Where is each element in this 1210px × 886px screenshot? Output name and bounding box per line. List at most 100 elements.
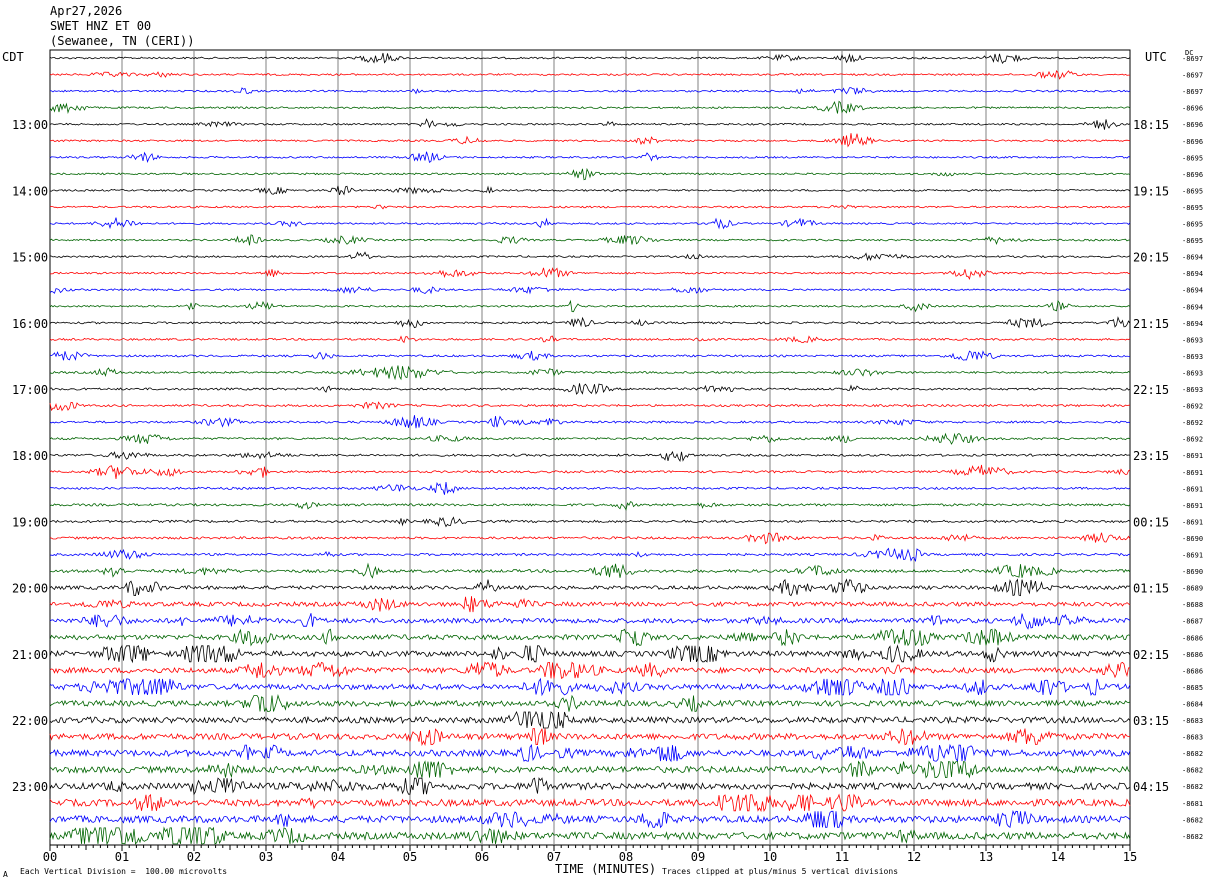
trace-row-4 [49,118,1131,130]
scale-note: Each Vertical Division = 100.00 microvol… [20,867,228,876]
trace-row-39 [49,693,1131,713]
dc-offset-label: -8682 [1182,767,1203,775]
trace-row-9 [49,204,1131,210]
dc-offset-label: -8692 [1182,419,1203,427]
trace-row-41 [49,728,1131,747]
station-label: SWET HNZ ET 00 [50,19,152,33]
cdt-hour-label: 16:00 [12,317,48,331]
trace-row-19 [49,365,1131,381]
dc-offset-label: -8693 [1182,336,1203,344]
x-tick-label: 12 [907,850,921,864]
location-label: (Sewanee, TN (CERI)) [50,34,195,48]
x-tick-label: 15 [1123,850,1137,864]
dc-offset-label: -8690 [1182,568,1203,576]
dc-offset-label: -8689 [1182,585,1203,593]
trace-row-38 [49,677,1131,697]
utc-hour-label: 00:15 [1133,515,1169,529]
plot-header: Apr27,2026 SWET HNZ ET 00 (Sewanee, TN (… [50,4,195,49]
dc-offset-label: -8694 [1182,254,1203,262]
dc-offset-label: -8686 [1182,651,1203,659]
dc-offset-label: -8690 [1182,535,1203,543]
dc-label: DC [1185,49,1194,57]
dc-offset-label: -8685 [1182,684,1203,692]
x-tick-label: 09 [691,850,705,864]
dc-offset-label: -8692 [1182,403,1203,411]
utc-hour-label: 18:15 [1133,118,1169,132]
cdt-hour-label: 22:00 [12,714,48,728]
trace-row-36 [49,644,1131,664]
dc-offset-label: -8697 [1182,72,1203,80]
utc-hour-label: 19:15 [1133,184,1169,198]
trace-row-35 [49,628,1131,647]
trace-row-33 [49,596,1131,613]
dc-offset-label: -8683 [1182,734,1203,742]
trace-row-37 [49,661,1131,680]
trace-row-14 [49,286,1131,295]
dc-offset-label: -8691 [1182,518,1203,526]
dc-offset-label: -8694 [1182,320,1203,328]
trace-row-2 [49,87,1131,95]
trace-row-34 [49,613,1131,630]
dc-offset-label: -8695 [1182,187,1203,195]
dc-offset-label: -8694 [1182,303,1203,311]
trace-row-30 [49,547,1131,562]
dc-offset-label: -8682 [1182,750,1203,758]
x-tick-label: 08 [619,850,633,864]
trace-row-28 [49,516,1131,528]
dc-offset-label: -8693 [1182,386,1203,394]
clip-note: Traces clipped at plus/minus 5 vertical … [662,867,899,876]
footer-mark: A [3,870,8,879]
trace-row-0 [49,52,1131,64]
dc-offset-label: -8687 [1182,618,1203,626]
utc-hour-label: 03:15 [1133,714,1169,728]
dc-offset-label: -8691 [1182,452,1203,460]
trace-row-5 [49,133,1131,148]
trace-row-31 [50,562,1131,579]
trace-row-10 [49,217,1131,230]
cdt-hour-label: 23:00 [12,780,48,794]
x-tick-label: 11 [835,850,849,864]
right-timezone-label: UTC [1145,50,1167,64]
dc-offset-label: -8691 [1182,502,1203,510]
x-tick-label: 02 [187,850,201,864]
trace-row-32 [49,578,1131,597]
x-tick-label: 01 [115,850,129,864]
dc-offset-label: -8681 [1182,800,1203,808]
x-tick-label: 13 [979,850,993,864]
x-tick-label: 06 [475,850,489,864]
dc-offset-label: -8693 [1182,369,1203,377]
utc-hour-label: 01:15 [1133,582,1169,596]
cdt-hour-label: 21:00 [12,648,48,662]
x-tick-label: 03 [259,850,273,864]
trace-row-1 [49,70,1130,80]
trace-row-27 [49,501,1131,511]
cdt-hour-label: 19:00 [12,515,48,529]
x-tick-label: 07 [547,850,561,864]
x-tick-label: 14 [1051,850,1065,864]
utc-hour-label: 23:15 [1133,449,1169,463]
trace-row-20 [49,383,1131,395]
trace-row-21 [49,401,1131,412]
trace-row-8 [49,185,1131,196]
left-timezone-label: CDT [2,50,24,64]
trace-row-29 [49,532,1131,545]
dc-offset-label: -8692 [1182,436,1203,444]
trace-row-45 [49,793,1131,813]
date-label: Apr27,2026 [50,4,123,18]
utc-hour-label: 20:15 [1133,251,1169,265]
trace-row-47 [49,826,1131,846]
x-tick-label: 00 [43,850,57,864]
dc-offset-label: -8686 [1182,667,1203,675]
dc-offset-label: -8696 [1182,121,1203,129]
dc-offset-label: -8691 [1182,469,1203,477]
cdt-hour-label: 13:00 [12,118,48,132]
dc-offset-label: -8682 [1182,833,1203,841]
dc-offset-label: -8695 [1182,237,1203,245]
dc-offset-label: -8693 [1182,353,1203,361]
trace-row-13 [49,267,1131,281]
trace-row-44 [49,777,1131,796]
utc-hour-label: 04:15 [1133,780,1169,794]
trace-row-12 [49,251,1131,262]
trace-row-17 [49,335,1131,344]
